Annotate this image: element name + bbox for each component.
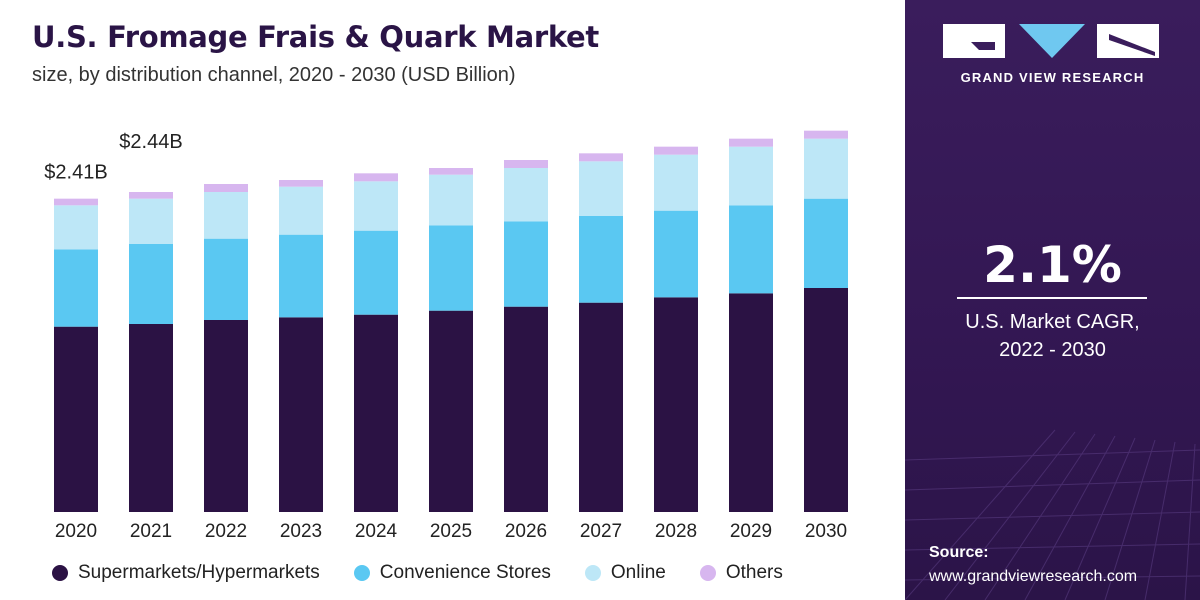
bar-2024-online [354, 181, 398, 231]
bar-2030-online [804, 138, 848, 199]
stacked-bar-chart: 2020 2021 2022 2023 2024 2025 2026 2027 2028 2029… [44, 130, 848, 542]
bar-2023-online [279, 186, 323, 235]
cagr-label: U.S. Market CAGR, 2022 - 2030 [905, 308, 1200, 364]
legend-swatch-online [584, 565, 601, 581]
bar-2027-online [579, 161, 623, 216]
data-label-2020: $2.41B [44, 162, 107, 184]
legend-label-supermarkets: Supermarkets/Hypermarkets [78, 562, 320, 583]
bar-2028-online [654, 154, 698, 211]
bar-2025-supermarkets-hypermarkets [429, 310, 473, 512]
legend-label-convenience-stores: Convenience Stores [379, 562, 551, 583]
bar-2028-others [654, 146, 698, 155]
source-url: www.grandviewresearch.com [929, 568, 1138, 585]
chart-panel: U.S. Fromage Frais & Quark Market size, … [32, 20, 848, 584]
bar-2030-others [804, 130, 848, 139]
grand-view-research-logo [943, 24, 1159, 58]
x-tick-label: 2022 [205, 521, 247, 542]
bar-2021-others [129, 192, 173, 199]
bar-2023-supermarkets-hypermarkets [279, 317, 323, 512]
bar-2022-convenience-stores [204, 238, 248, 320]
chart-legend: Supermarkets/Hypermarkets Convenience St… [52, 562, 817, 584]
bar-2026-supermarkets-hypermarkets [504, 306, 548, 512]
bar-2024-supermarkets-hypermarkets [354, 314, 398, 512]
x-tick-label: 2025 [430, 521, 472, 542]
bar-2021-convenience-stores [129, 244, 173, 324]
bar-2022-supermarkets-hypermarkets [204, 320, 248, 512]
bar-2020-online [54, 205, 98, 250]
bar-2028-supermarkets-hypermarkets [654, 297, 698, 512]
bar-2026-online [504, 168, 548, 222]
x-tick-label: 2030 [805, 521, 847, 542]
bar-2027-supermarkets-hypermarkets [579, 302, 623, 512]
bar-2024-convenience-stores [354, 230, 398, 315]
bar-2023-convenience-stores [279, 234, 323, 318]
bar-2028-convenience-stores [654, 210, 698, 298]
chart-title: U.S. Fromage Frais & Quark Market [32, 20, 599, 54]
legend-item-supermarkets: Supermarkets/Hypermarkets [52, 562, 320, 584]
bar-2020-supermarkets-hypermarkets [54, 326, 98, 512]
x-tick-label: 2027 [580, 521, 622, 542]
bar-2029-others [729, 138, 773, 147]
x-tick-label: 2028 [655, 521, 697, 542]
bar-2026-others [504, 160, 548, 168]
bar-2021-online [129, 198, 173, 244]
chart-subtitle: size, by distribution channel, 2020 - 20… [32, 64, 516, 86]
cagr-label-line2: 2022 - 2030 [999, 339, 1106, 361]
source-label: Source: [929, 544, 989, 561]
sidebar-panel: GRAND VIEW RESEARCH 2.1% U.S. Market CAG… [905, 0, 1200, 600]
x-tick-label: 2020 [55, 521, 97, 542]
bar-2022-online [204, 192, 248, 239]
bar-2029-supermarkets-hypermarkets [729, 293, 773, 512]
legend-swatch-others [699, 565, 716, 581]
legend-item-others: Others [699, 562, 783, 584]
data-label-2021: $2.44B [119, 131, 182, 153]
legend-swatch-convenience-stores [353, 565, 370, 581]
grid-decoration [905, 429, 1200, 600]
x-tick-label: 2024 [355, 521, 398, 542]
bar-2025-others [429, 168, 473, 175]
x-tick-label: 2026 [505, 521, 547, 542]
bar-2029-convenience-stores [729, 205, 773, 294]
bar-2023-others [279, 180, 323, 187]
bar-2024-others [354, 173, 398, 182]
legend-item-online: Online [584, 562, 666, 584]
bar-2030-convenience-stores [804, 198, 848, 288]
bar-2020-others [54, 198, 98, 206]
legend-label-others: Others [725, 562, 783, 583]
cagr-value: 2.1% [983, 236, 1122, 294]
bar-2030-supermarkets-hypermarkets [804, 288, 848, 512]
bar-2026-convenience-stores [504, 221, 548, 307]
bar-2020-convenience-stores [54, 249, 98, 327]
bar-2027-convenience-stores [579, 216, 623, 303]
logo-text: GRAND VIEW RESEARCH [960, 70, 1145, 85]
bar-2025-convenience-stores [429, 225, 473, 311]
bar-2029-online [729, 146, 773, 206]
cagr-divider [957, 297, 1147, 299]
x-tick-label: 2029 [730, 521, 772, 542]
bar-2021-supermarkets-hypermarkets [129, 324, 173, 512]
bar-2025-online [429, 174, 473, 226]
cagr-label-line1: U.S. Market CAGR, [965, 311, 1140, 333]
bar-2027-others [579, 153, 623, 162]
legend-swatch-supermarkets [52, 565, 68, 581]
bar-2022-others [204, 184, 248, 192]
x-tick-label: 2023 [280, 521, 322, 542]
x-tick-label: 2021 [130, 521, 172, 542]
legend-item-convenience-stores: Convenience Stores [353, 562, 551, 584]
legend-label-online: Online [610, 562, 666, 583]
